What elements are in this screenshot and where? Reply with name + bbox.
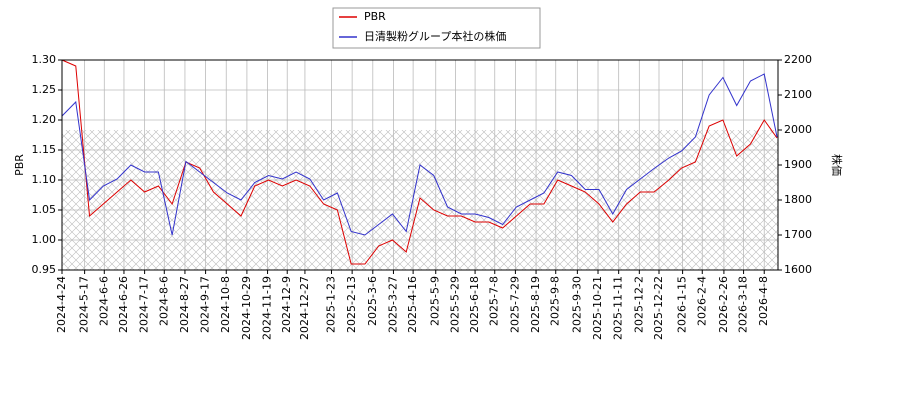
y-tick-label: 1.20 <box>32 113 57 126</box>
x-tick-label: 2024-8-27 <box>178 276 191 333</box>
x-tick-label: 2024-11-19 <box>261 276 274 340</box>
y2-tick-label: 1800 <box>784 193 812 206</box>
y-tick-label: 1.15 <box>32 143 57 156</box>
legend <box>332 7 541 49</box>
y-tick-label: 1.00 <box>32 233 57 246</box>
x-tick-label: 2025-9-30 <box>570 276 583 333</box>
y2-tick-label: 2100 <box>784 88 812 101</box>
x-tick-label: 2024-6-26 <box>117 276 130 333</box>
x-tick-label: 2024-12-27 <box>298 276 311 340</box>
x-tick-label: 2024-6-6 <box>97 276 110 326</box>
x-tick-label: 2024-9-17 <box>199 276 212 333</box>
x-tick-label: 2025-4-16 <box>406 276 419 333</box>
x-tick-label: 2024-12-9 <box>280 276 293 333</box>
x-tick-label: 2025-5-9 <box>429 276 442 326</box>
x-tick-label: 2024-4-24 <box>55 276 68 333</box>
y2-tick-label: 1600 <box>784 263 812 276</box>
legend-label: PBR <box>364 10 386 23</box>
y-tick-label: 1.25 <box>32 83 57 96</box>
x-tick-label: 2025-2-13 <box>345 276 358 333</box>
x-tick-label: 2025-3-27 <box>386 276 399 333</box>
y2-tick-label: 2200 <box>784 53 812 66</box>
series-line <box>61 73 778 236</box>
y-tick-label: 1.05 <box>32 203 57 216</box>
y-tick-label: 1.10 <box>32 173 57 186</box>
x-tick-label: 2025-1-23 <box>324 276 337 333</box>
x-tick-label: 2026-2-4 <box>695 276 708 326</box>
x-tick-label: 2024-5-17 <box>78 276 91 333</box>
x-tick-label: 2025-6-18 <box>468 276 481 333</box>
y2-tick-label: 1700 <box>784 228 812 241</box>
x-tick-label: 2025-10-21 <box>591 276 604 340</box>
y-tick-label: 1.30 <box>32 53 57 66</box>
x-tick-label: 2024-8-6 <box>157 276 170 326</box>
x-tick-label: 2025-12-22 <box>652 276 665 340</box>
x-tick-label: 2026-2-26 <box>717 276 730 333</box>
series-line <box>61 59 778 265</box>
y-tick-label: 0.95 <box>32 263 57 276</box>
x-tick-label: 2025-8-19 <box>529 276 542 333</box>
y2-axis-label: 株価 <box>830 154 844 176</box>
x-tick-label: 2026-4-8 <box>757 276 770 326</box>
x-tick-label: 2025-12-2 <box>632 276 645 333</box>
x-tick-label: 2025-11-11 <box>612 276 625 340</box>
x-tick-label: 2026-3-18 <box>737 276 750 333</box>
x-tick-label: 2025-9-8 <box>549 276 562 326</box>
x-tick-label: 2024-7-17 <box>138 276 151 333</box>
x-tick-label: 2025-3-6 <box>366 276 379 326</box>
y-axis-label: PBR <box>13 154 26 176</box>
x-tick-label: 2025-7-29 <box>508 276 521 333</box>
x-tick-label: 2025-7-8 <box>488 276 501 326</box>
x-tick-label: 2024-10-8 <box>219 276 232 333</box>
y2-tick-label: 1900 <box>784 158 812 171</box>
y2-tick-label: 2000 <box>784 123 812 136</box>
x-tick-label: 2025-5-29 <box>448 276 461 333</box>
legend-label: 日清製粉グループ本社の株価 <box>364 29 506 43</box>
x-tick-label: 2024-10-29 <box>240 276 253 340</box>
x-tick-label: 2026-1-15 <box>676 276 689 333</box>
